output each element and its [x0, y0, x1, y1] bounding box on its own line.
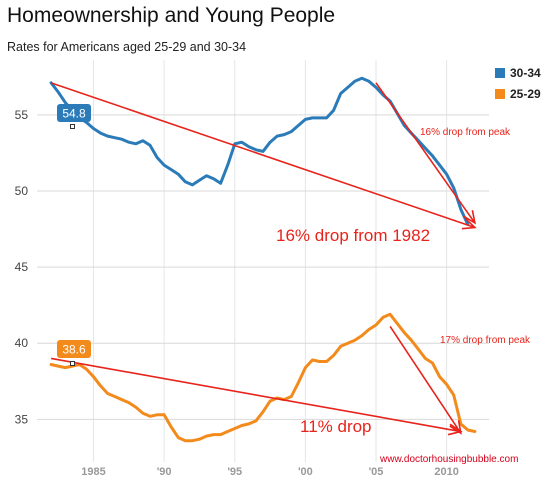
top-peak-label: 16% drop from peak: [420, 127, 511, 138]
legend-label-30-34: 30-34: [510, 66, 541, 80]
y-tick-label-50: 50: [15, 184, 29, 198]
x-tick-label-1: '90: [157, 466, 172, 478]
tooltip-value-30-34: 54.8: [62, 107, 86, 121]
annotation-labels: 16% drop from 1982 16% drop from peak 11…: [276, 127, 531, 465]
tooltip-value-25-29: 38.6: [62, 343, 86, 357]
arrow-line-0: [50, 82, 476, 229]
x-tick-label-4: '05: [369, 466, 384, 478]
series-line-25-29: [49, 312, 477, 443]
bottom-peak-label: 17% drop from peak: [440, 335, 531, 346]
legend-label-25-29: 25-29: [510, 87, 541, 101]
tooltips: 54.8 38.6: [57, 104, 91, 366]
annotation-arrows: [50, 82, 477, 436]
tooltip-25-29: [57, 340, 91, 358]
x-grid: [93, 60, 448, 462]
tooltip-marker-25-29: [70, 361, 75, 366]
source-label: www.doctorhousingbubble.com: [379, 454, 518, 465]
arrow-line-3: [389, 326, 462, 434]
legend-swatch-25-29: [495, 89, 505, 99]
tooltip-marker-30-34: [70, 124, 75, 129]
arrow-head-0: [461, 218, 477, 230]
y-tick-label-45: 45: [15, 260, 29, 274]
top-drop-label: 16% drop from 1982: [276, 226, 430, 245]
chart-subtitle: Rates for Americans aged 25-29 and 30-34: [7, 40, 247, 54]
x-tick-label-3: '00: [298, 466, 313, 478]
legend[interactable]: 30-34 25-29: [495, 66, 541, 101]
y-tick-label-55: 55: [15, 108, 29, 122]
x-tick-label-5: 2010: [434, 466, 458, 478]
y-axis-ticks: 35 40 45 50 55: [15, 108, 29, 427]
x-tick-label-2: '95: [227, 466, 242, 478]
arrow-head-3: [449, 420, 462, 435]
bottom-drop-label: 11% drop: [300, 417, 372, 436]
tooltip-30-34: [57, 104, 91, 122]
y-tick-label-35: 35: [15, 412, 29, 426]
arrow-head-1: [463, 210, 477, 225]
x-axis-ticks: 1985 '90 '95 '00 '05 2010: [81, 466, 459, 478]
y-tick-label-40: 40: [15, 336, 29, 350]
chart-title: Homeownership and Young People: [7, 4, 336, 27]
x-tick-label-0: 1985: [81, 466, 105, 478]
arrow-line-2: [50, 357, 461, 433]
legend-swatch-30-34: [495, 68, 505, 78]
arrow-line-1: [375, 82, 476, 224]
series-line-30-34: [49, 76, 470, 226]
